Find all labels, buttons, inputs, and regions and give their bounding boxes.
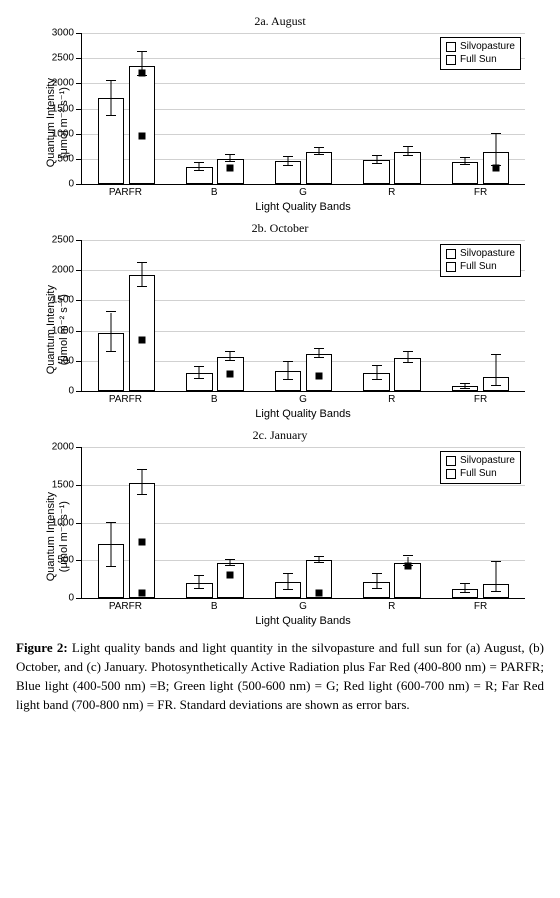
x-tick-label: FR <box>474 394 487 405</box>
x-tick-label: PARFR <box>109 394 142 405</box>
x-tick-label: R <box>388 187 395 198</box>
plot-area: 05001000150020002500SilvopastureFull Sun <box>81 240 525 392</box>
y-tick-label: 500 <box>57 355 74 366</box>
legend-label: Full Sun <box>460 54 497 67</box>
scatter-point <box>404 562 411 569</box>
legend: SilvopastureFull Sun <box>440 37 521 70</box>
legend-label: Silvopasture <box>460 41 515 54</box>
y-tick-label: 1000 <box>52 517 74 528</box>
plot-area: 0500100015002000SilvopastureFull Sun <box>81 447 525 599</box>
scatter-point <box>493 165 500 172</box>
legend-label: Silvopasture <box>460 455 515 468</box>
y-tick-label: 1500 <box>52 479 74 490</box>
figure-caption: Figure 2: Light quality bands and light … <box>10 639 550 714</box>
scatter-point <box>316 590 323 597</box>
x-tick-label: R <box>388 601 395 612</box>
y-tick-label: 500 <box>57 555 74 566</box>
y-tick-label: 2500 <box>52 53 74 64</box>
chart-august: Quantum Intensity(μmol m⁻² s⁻¹)050010001… <box>35 33 525 213</box>
plot-area: 050010001500200025003000SilvopastureFull… <box>81 33 525 185</box>
y-tick-label: 1500 <box>52 295 74 306</box>
legend: SilvopastureFull Sun <box>440 244 521 277</box>
y-tick-label: 0 <box>68 179 74 190</box>
y-tick-label: 1000 <box>52 128 74 139</box>
legend: SilvopastureFull Sun <box>440 451 521 484</box>
bar-fullsun <box>306 152 333 184</box>
scatter-point <box>138 133 145 140</box>
x-tick-label: G <box>299 601 307 612</box>
y-tick-label: 2000 <box>52 442 74 453</box>
legend-label: Full Sun <box>460 468 497 481</box>
panel-title-october: 2b. October <box>10 221 550 236</box>
bar-silvo <box>452 162 479 184</box>
bar-fullsun <box>129 275 156 391</box>
scatter-point <box>227 571 234 578</box>
x-axis-label: Light Quality Bands <box>81 408 525 420</box>
x-tick-label: FR <box>474 187 487 198</box>
scatter-point <box>138 539 145 546</box>
scatter-point <box>227 371 234 378</box>
bar-fullsun <box>217 159 244 184</box>
panel-title-august: 2a. August <box>10 14 550 29</box>
scatter-point <box>316 372 323 379</box>
x-tick-label: R <box>388 394 395 405</box>
scatter-point <box>138 337 145 344</box>
y-tick-label: 2500 <box>52 235 74 246</box>
y-tick-label: 3000 <box>52 28 74 39</box>
x-tick-label: B <box>211 394 218 405</box>
x-axis-label: Light Quality Bands <box>81 615 525 627</box>
legend-label: Full Sun <box>460 261 497 274</box>
chart-october: Quantum Intensity(μmol m⁻² s⁻¹)050010001… <box>35 240 525 420</box>
scatter-point <box>227 164 234 171</box>
bar-fullsun <box>217 563 244 598</box>
legend-label: Silvopasture <box>460 248 515 261</box>
bar-fullsun <box>394 152 421 184</box>
x-tick-label: G <box>299 394 307 405</box>
x-tick-label: FR <box>474 601 487 612</box>
y-tick-label: 1000 <box>52 325 74 336</box>
x-tick-label: PARFR <box>109 601 142 612</box>
chart-january: Quantum Intensity(μmol m⁻² s⁻¹)050010001… <box>35 447 525 627</box>
x-tick-label: B <box>211 601 218 612</box>
bar-fullsun <box>394 358 421 391</box>
y-tick-label: 500 <box>57 153 74 164</box>
y-tick-label: 1500 <box>52 103 74 114</box>
x-tick-label: B <box>211 187 218 198</box>
y-tick-label: 2000 <box>52 78 74 89</box>
y-tick-label: 0 <box>68 593 74 604</box>
x-tick-label: PARFR <box>109 187 142 198</box>
scatter-point <box>138 590 145 597</box>
panel-title-january: 2c. January <box>10 428 550 443</box>
scatter-point <box>138 70 145 77</box>
x-axis-label: Light Quality Bands <box>81 201 525 213</box>
x-tick-label: G <box>299 187 307 198</box>
y-tick-label: 0 <box>68 386 74 397</box>
bar-fullsun <box>129 66 156 184</box>
y-tick-label: 2000 <box>52 265 74 276</box>
y-axis-label: Quantum Intensity(μmol m⁻² s⁻¹) <box>45 492 70 581</box>
